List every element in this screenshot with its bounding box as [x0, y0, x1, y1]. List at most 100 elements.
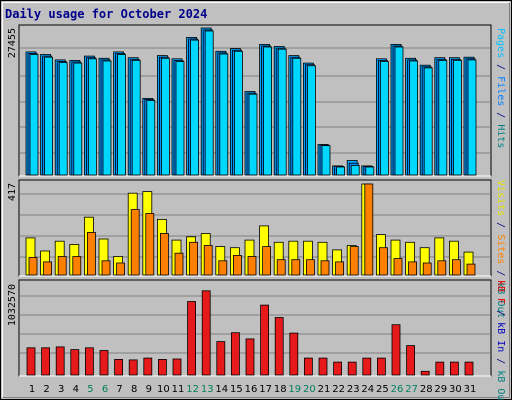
- day-label-12: 12: [186, 384, 199, 395]
- kbf-bar-13: [201, 290, 211, 376]
- legend-visits: Visits: [495, 180, 506, 216]
- kbf-bar-28: [420, 370, 430, 376]
- sites-bar-22: [335, 261, 345, 276]
- pages-bar-10: [160, 57, 170, 176]
- day-label-2: 2: [43, 384, 49, 395]
- panel-hits: 27455 Pages / Files / Hits: [7, 24, 506, 177]
- panel-visits: 417 Visits / Sites / kB Out: [7, 179, 506, 318]
- pages-bar-24: [365, 166, 375, 176]
- legend-files: Files: [495, 76, 506, 106]
- panel-hits-bars: [25, 27, 477, 176]
- pages-bar-11: [175, 61, 185, 176]
- kbf-bar-14: [216, 341, 226, 376]
- legend-pages: Pages: [495, 28, 506, 58]
- kbf-bar-12: [187, 301, 197, 376]
- kbf-bar-15: [230, 332, 240, 376]
- day-label-31: 31: [464, 384, 477, 395]
- pages-bar-2: [44, 56, 53, 176]
- day-label-4: 4: [73, 384, 79, 395]
- day-label-20: 20: [303, 384, 316, 395]
- kbf-bar-21: [318, 357, 328, 376]
- pages-bar-21: [321, 145, 331, 176]
- day-label-19: 19: [288, 384, 301, 395]
- day-label-9: 9: [146, 384, 152, 395]
- sites-bar-23: [349, 246, 359, 276]
- panel-visits-bars: [25, 183, 476, 276]
- sites-bar-29: [437, 260, 447, 276]
- pages-bar-14: [219, 53, 229, 176]
- sites-bar-19: [291, 259, 301, 276]
- legend-sep-4: /: [495, 264, 506, 282]
- kbf-bar-30: [449, 361, 459, 376]
- kbf-bar-26: [391, 324, 401, 376]
- pages-bar-15: [233, 50, 243, 176]
- pages-bar-30: [452, 60, 462, 176]
- day-label-26: 26: [391, 384, 404, 395]
- kbf-bar-2: [41, 347, 50, 376]
- day-label-7: 7: [116, 384, 122, 395]
- kbf-bar-6: [99, 350, 109, 376]
- panel-kbytes-legend: kB F / kB In / kB Out: [495, 280, 506, 400]
- pages-bar-3: [58, 62, 68, 176]
- legend-hits: Hits: [495, 124, 506, 148]
- kbf-bar-22: [333, 361, 343, 376]
- kbf-bar-31: [464, 361, 474, 376]
- pages-bar-18: [277, 48, 287, 176]
- day-label-24: 24: [361, 384, 374, 395]
- sites-bar-21: [320, 260, 330, 276]
- sites-bar-3: [57, 256, 67, 276]
- kbf-bar-1: [26, 347, 36, 376]
- kbf-bar-24: [362, 357, 372, 376]
- kbf-bar-23: [347, 361, 357, 376]
- pages-bar-13: [204, 30, 214, 176]
- sites-bar-31: [466, 263, 476, 276]
- chart-title: Daily usage for October 2024: [5, 7, 208, 21]
- panel-visits-legend: Visits / Sites / kB Out: [495, 180, 506, 318]
- day-label-28: 28: [420, 384, 433, 395]
- kbf-bar-5: [85, 347, 94, 376]
- sites-bar-10: [159, 233, 169, 276]
- pages-bar-22: [336, 166, 346, 176]
- sites-bar-9: [145, 213, 155, 276]
- legend-sep-6: /: [495, 352, 506, 370]
- legend-kbin: kB In: [495, 322, 506, 352]
- panel-hits-legend: Pages / Files / Hits: [495, 28, 506, 148]
- day-label-10: 10: [157, 384, 170, 395]
- legend-sep-1: /: [495, 58, 506, 76]
- kbf-bar-19: [289, 332, 299, 376]
- day-label-1: 1: [29, 384, 35, 395]
- day-label-21: 21: [318, 384, 331, 395]
- pages-bar-23: [350, 164, 360, 176]
- day-label-25: 25: [376, 384, 389, 395]
- day-label-13: 13: [201, 384, 214, 395]
- legend-kbf: kB F: [495, 280, 506, 304]
- day-label-15: 15: [230, 384, 243, 395]
- kbf-bar-18: [274, 317, 284, 376]
- sites-bar-27: [408, 261, 418, 276]
- day-label-23: 23: [347, 384, 360, 395]
- day-label-29: 29: [434, 384, 447, 395]
- pages-bar-27: [409, 60, 419, 176]
- sites-bar-13: [203, 245, 213, 276]
- sites-bar-12: [189, 241, 199, 276]
- sites-bar-28: [422, 262, 432, 276]
- kbf-bar-20: [303, 357, 313, 376]
- sites-bar-8: [130, 209, 140, 276]
- day-label-18: 18: [274, 384, 287, 395]
- kbf-bar-11: [172, 358, 182, 376]
- panel-kbytes-ymax-label: 1032570: [7, 284, 18, 326]
- day-label-17: 17: [259, 384, 272, 395]
- sites-bar-20: [305, 259, 315, 276]
- panel-hits-ymax-label: 27455: [7, 28, 18, 58]
- x-axis-day-labels: 1 2 3 4 5 6 7 8 9 10 11 12 13 14 15 16 17 18 19 20 21 22 23 24 2…: [29, 384, 477, 395]
- sites-bar-14: [218, 260, 228, 276]
- sites-bar-25: [378, 247, 388, 276]
- sites-bar-17: [262, 246, 272, 276]
- pages-bar-26: [394, 46, 404, 176]
- day-label-3: 3: [58, 384, 64, 395]
- panel-kbytes-bars: [26, 290, 474, 376]
- kbf-bar-17: [260, 304, 270, 376]
- pages-bar-28: [423, 67, 433, 176]
